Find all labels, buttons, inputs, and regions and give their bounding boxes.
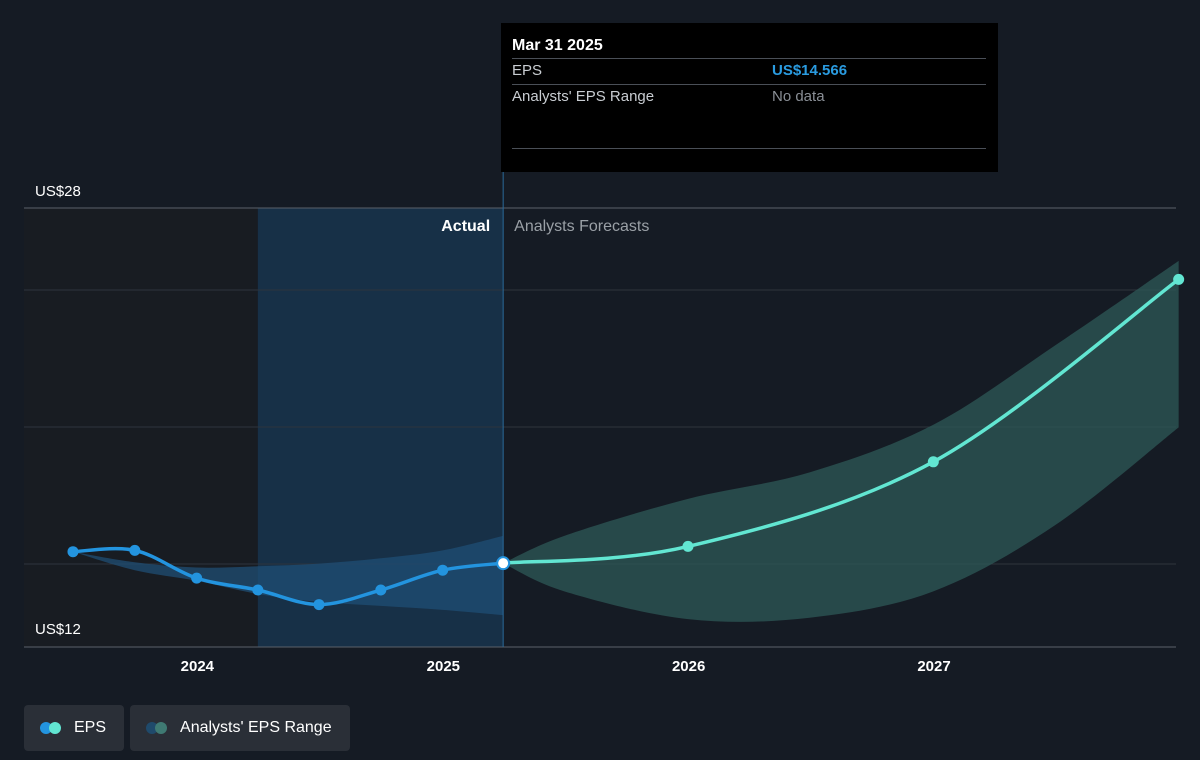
- y-axis-label-max: US$28: [35, 183, 81, 200]
- tooltip-date: Mar 31 2025: [512, 37, 603, 54]
- eps-point-actual[interactable]: [437, 564, 449, 576]
- hover-tooltip: Mar 31 2025 EPS US$14.566 Analysts' EPS …: [501, 23, 998, 172]
- legend-item-eps-range[interactable]: Analysts' EPS Range: [130, 705, 350, 751]
- eps-point-forecast[interactable]: [682, 540, 694, 552]
- legend-eps-swatch-icon: [40, 722, 64, 734]
- eps-point-forecast[interactable]: [927, 456, 939, 468]
- tooltip-eps-label: EPS: [512, 62, 543, 79]
- tooltip-eps-value: US$14.566: [772, 62, 848, 79]
- x-tick-label: 2026: [672, 658, 705, 675]
- tooltip-divider: [512, 148, 986, 149]
- tooltip-range-value: No data: [772, 88, 825, 105]
- legend-eps-label: EPS: [74, 719, 107, 736]
- eps-range-actual-area: [72, 535, 504, 616]
- eps-point-forecast[interactable]: [1173, 273, 1185, 285]
- x-tick-label: 2027: [917, 658, 950, 675]
- section-label-forecast: Analysts Forecasts: [514, 218, 649, 235]
- legend-range-swatch-icon: [146, 722, 170, 734]
- eps-point-actual[interactable]: [67, 546, 79, 558]
- legend-range-label: Analysts' EPS Range: [180, 719, 332, 736]
- eps-point-actual[interactable]: [129, 544, 141, 556]
- eps-point-selected[interactable]: [496, 556, 511, 571]
- x-tick-label: 2025: [427, 658, 460, 675]
- tooltip-row-eps: EPS US$14.566: [512, 58, 986, 84]
- tooltip-range-label: Analysts' EPS Range: [512, 88, 655, 105]
- eps-point-actual[interactable]: [191, 572, 203, 584]
- chart-legend: EPS Analysts' EPS Range: [24, 705, 350, 751]
- eps-forecast-line: [502, 277, 1180, 565]
- x-axis-ticks: 2024 2025 2026 2027: [181, 658, 951, 675]
- eps-point-actual[interactable]: [252, 584, 264, 596]
- legend-item-eps[interactable]: EPS: [24, 705, 125, 751]
- x-tick-label: 2024: [181, 658, 215, 675]
- eps-range-forecast-area: [503, 260, 1179, 622]
- section-label-actual: Actual: [441, 218, 490, 235]
- tooltip-row-range: Analysts' EPS Range No data: [512, 84, 986, 110]
- eps-point-actual[interactable]: [375, 584, 387, 596]
- eps-actual-line: [72, 546, 504, 607]
- eps-points: [67, 273, 1185, 611]
- eps-point-actual[interactable]: [313, 599, 325, 611]
- y-axis-label-min: US$12: [35, 621, 81, 638]
